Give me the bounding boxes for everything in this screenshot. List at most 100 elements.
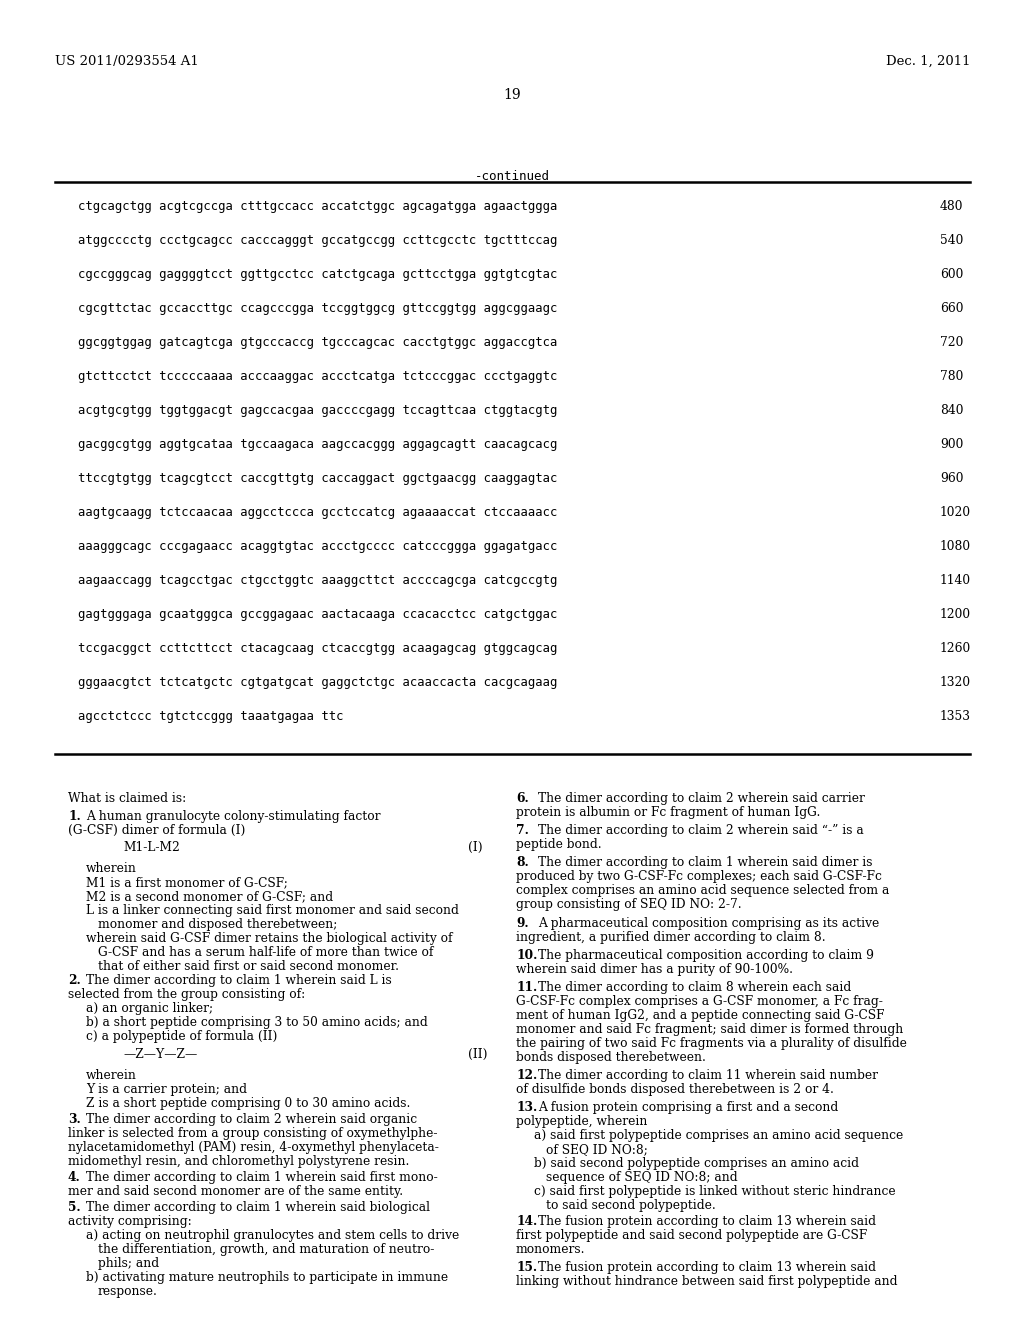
Text: The fusion protein according to claim 13 wherein said: The fusion protein according to claim 13… — [538, 1261, 876, 1274]
Text: 1353: 1353 — [940, 710, 971, 723]
Text: b) activating mature neutrophils to participate in immune: b) activating mature neutrophils to part… — [86, 1271, 449, 1284]
Text: M1-L-M2: M1-L-M2 — [123, 841, 180, 854]
Text: b) a short peptide comprising 3 to 50 amino acids; and: b) a short peptide comprising 3 to 50 am… — [86, 1016, 428, 1030]
Text: the differentiation, growth, and maturation of neutro-: the differentiation, growth, and maturat… — [98, 1243, 434, 1255]
Text: 8.: 8. — [516, 857, 528, 870]
Text: (II): (II) — [468, 1048, 487, 1061]
Text: gggaacgtct tctcatgctc cgtgatgcat gaggctctgc acaaccacta cacgcagaag: gggaacgtct tctcatgctc cgtgatgcat gaggctc… — [78, 676, 557, 689]
Text: What is claimed is:: What is claimed is: — [68, 792, 186, 805]
Text: 540: 540 — [940, 234, 964, 247]
Text: that of either said first or said second monomer.: that of either said first or said second… — [98, 960, 399, 973]
Text: to said second polypeptide.: to said second polypeptide. — [546, 1200, 716, 1212]
Text: c) a polypeptide of formula (II): c) a polypeptide of formula (II) — [86, 1030, 278, 1043]
Text: 2.: 2. — [68, 974, 81, 987]
Text: aagtgcaagg tctccaacaa aggcctccca gcctccatcg agaaaaccat ctccaaaacc: aagtgcaagg tctccaacaa aggcctccca gcctcca… — [78, 506, 557, 519]
Text: atggcccctg ccctgcagcc cacccagggt gccatgccgg ccttcgcctc tgctttccag: atggcccctg ccctgcagcc cacccagggt gccatgc… — [78, 234, 557, 247]
Text: aaagggcagc cccgagaacc acaggtgtac accctgcccc catcccggga ggagatgacc: aaagggcagc cccgagaacc acaggtgtac accctgc… — [78, 540, 557, 553]
Text: monomer and disposed therebetween;: monomer and disposed therebetween; — [98, 917, 337, 931]
Text: 660: 660 — [940, 302, 964, 315]
Text: 840: 840 — [940, 404, 964, 417]
Text: Z is a short peptide comprising 0 to 30 amino acids.: Z is a short peptide comprising 0 to 30 … — [86, 1097, 411, 1110]
Text: midomethyl resin, and chloromethyl polystyrene resin.: midomethyl resin, and chloromethyl polys… — [68, 1155, 410, 1168]
Text: 1080: 1080 — [940, 540, 971, 553]
Text: gtcttcctct tcccccaaaa acccaaggac accctcatga tctcccggac ccctgaggtc: gtcttcctct tcccccaaaa acccaaggac accctca… — [78, 370, 557, 383]
Text: of SEQ ID NO:8;: of SEQ ID NO:8; — [546, 1143, 648, 1156]
Text: 1020: 1020 — [940, 506, 971, 519]
Text: Y is a carrier protein; and: Y is a carrier protein; and — [86, 1084, 247, 1096]
Text: mer and said second monomer are of the same entity.: mer and said second monomer are of the s… — [68, 1185, 403, 1197]
Text: The dimer according to claim 1 wherein said biological: The dimer according to claim 1 wherein s… — [86, 1201, 430, 1214]
Text: G-CSF and has a serum half-life of more than twice of: G-CSF and has a serum half-life of more … — [98, 946, 433, 960]
Text: The fusion protein according to claim 13 wherein said: The fusion protein according to claim 13… — [538, 1214, 876, 1228]
Text: phils; and: phils; and — [98, 1257, 159, 1270]
Text: 12.: 12. — [516, 1069, 538, 1082]
Text: 13.: 13. — [516, 1101, 538, 1114]
Text: ingredient, a purified dimer according to claim 8.: ingredient, a purified dimer according t… — [516, 931, 825, 944]
Text: activity comprising:: activity comprising: — [68, 1214, 191, 1228]
Text: selected from the group consisting of:: selected from the group consisting of: — [68, 987, 305, 1001]
Text: 780: 780 — [940, 370, 964, 383]
Text: 4.: 4. — [68, 1171, 81, 1184]
Text: A fusion protein comprising a first and a second: A fusion protein comprising a first and … — [538, 1101, 839, 1114]
Text: The dimer according to claim 1 wherein said dimer is: The dimer according to claim 1 wherein s… — [538, 857, 872, 870]
Text: wherein: wherein — [86, 862, 137, 875]
Text: 480: 480 — [940, 201, 964, 213]
Text: 1.: 1. — [68, 810, 81, 824]
Text: a) an organic linker;: a) an organic linker; — [86, 1002, 213, 1015]
Text: 10.: 10. — [516, 949, 538, 962]
Text: The dimer according to claim 11 wherein said number: The dimer according to claim 11 wherein … — [538, 1069, 878, 1082]
Text: A pharmaceutical composition comprising as its active: A pharmaceutical composition comprising … — [538, 916, 880, 929]
Text: peptide bond.: peptide bond. — [516, 838, 602, 851]
Text: The dimer according to claim 1 wherein said L is: The dimer according to claim 1 wherein s… — [86, 974, 392, 987]
Text: 1140: 1140 — [940, 574, 971, 587]
Text: gagtgggaga gcaatgggca gccggagaac aactacaaga ccacacctcc catgctggac: gagtgggaga gcaatgggca gccggagaac aactaca… — [78, 609, 557, 620]
Text: US 2011/0293554 A1: US 2011/0293554 A1 — [55, 55, 199, 69]
Text: cgcgttctac gccaccttgc ccagcccgga tccggtggcg gttccggtgg aggcggaagc: cgcgttctac gccaccttgc ccagcccgga tccggtg… — [78, 302, 557, 315]
Text: ggcggtggag gatcagtcga gtgcccaccg tgcccagcac cacctgtggc aggaccgtca: ggcggtggag gatcagtcga gtgcccaccg tgcccag… — [78, 337, 557, 348]
Text: c) said first polypeptide is linked without steric hindrance: c) said first polypeptide is linked with… — [534, 1185, 896, 1199]
Text: (I): (I) — [468, 841, 482, 854]
Text: bonds disposed therebetween.: bonds disposed therebetween. — [516, 1051, 706, 1064]
Text: aagaaccagg tcagcctgac ctgcctggtc aaaggcttct accccagcga catcgccgtg: aagaaccagg tcagcctgac ctgcctggtc aaaggct… — [78, 574, 557, 587]
Text: wherein said dimer has a purity of 90-100%.: wherein said dimer has a purity of 90-10… — [516, 962, 793, 975]
Text: 1200: 1200 — [940, 609, 971, 620]
Text: first polypeptide and said second polypeptide are G-CSF: first polypeptide and said second polype… — [516, 1229, 867, 1242]
Text: linker is selected from a group consisting of oxymethylphe-: linker is selected from a group consisti… — [68, 1126, 437, 1139]
Text: the pairing of two said Fc fragments via a plurality of disulfide: the pairing of two said Fc fragments via… — [516, 1038, 907, 1049]
Text: A human granulocyte colony-stimulating factor: A human granulocyte colony-stimulating f… — [86, 810, 381, 824]
Text: 11.: 11. — [516, 981, 538, 994]
Text: complex comprises an amino acid sequence selected from a: complex comprises an amino acid sequence… — [516, 884, 890, 898]
Text: nylacetamidomethyl (PAM) resin, 4-oxymethyl phenylaceta-: nylacetamidomethyl (PAM) resin, 4-oxymet… — [68, 1140, 439, 1154]
Text: 1260: 1260 — [940, 642, 971, 655]
Text: G-CSF-Fc complex comprises a G-CSF monomer, a Fc frag-: G-CSF-Fc complex comprises a G-CSF monom… — [516, 995, 883, 1008]
Text: a) acting on neutrophil granulocytes and stem cells to drive: a) acting on neutrophil granulocytes and… — [86, 1229, 459, 1242]
Text: 19: 19 — [503, 88, 521, 102]
Text: acgtgcgtgg tggtggacgt gagccacgaa gaccccgagg tccagttcaa ctggtacgtg: acgtgcgtgg tggtggacgt gagccacgaa gaccccg… — [78, 404, 557, 417]
Text: The dimer according to claim 2 wherein said “-” is a: The dimer according to claim 2 wherein s… — [538, 824, 864, 837]
Text: a) said first polypeptide comprises an amino acid sequence: a) said first polypeptide comprises an a… — [534, 1130, 903, 1142]
Text: Dec. 1, 2011: Dec. 1, 2011 — [886, 55, 970, 69]
Text: agcctctccc tgtctccggg taaatgagaa ttc: agcctctccc tgtctccggg taaatgagaa ttc — [78, 710, 343, 723]
Text: ttccgtgtgg tcagcgtcct caccgttgtg caccaggact ggctgaacgg caaggagtac: ttccgtgtgg tcagcgtcct caccgttgtg caccagg… — [78, 473, 557, 484]
Text: The dimer according to claim 1 wherein said first mono-: The dimer according to claim 1 wherein s… — [86, 1171, 437, 1184]
Text: b) said second polypeptide comprises an amino acid: b) said second polypeptide comprises an … — [534, 1158, 859, 1171]
Text: The pharmaceutical composition according to claim 9: The pharmaceutical composition according… — [538, 949, 874, 962]
Text: sequence of SEQ ID NO:8; and: sequence of SEQ ID NO:8; and — [546, 1171, 737, 1184]
Text: The dimer according to claim 2 wherein said carrier: The dimer according to claim 2 wherein s… — [538, 792, 865, 805]
Text: 3.: 3. — [68, 1113, 81, 1126]
Text: monomer and said Fc fragment; said dimer is formed through: monomer and said Fc fragment; said dimer… — [516, 1023, 903, 1036]
Text: wherein: wherein — [86, 1069, 137, 1082]
Text: of disulfide bonds disposed therebetween is 2 or 4.: of disulfide bonds disposed therebetween… — [516, 1084, 834, 1096]
Text: 600: 600 — [940, 268, 964, 281]
Text: polypeptide, wherein: polypeptide, wherein — [516, 1115, 647, 1129]
Text: ctgcagctgg acgtcgccga ctttgccacc accatctggc agcagatgga agaactggga: ctgcagctgg acgtcgccga ctttgccacc accatct… — [78, 201, 557, 213]
Text: The dimer according to claim 2 wherein said organic: The dimer according to claim 2 wherein s… — [86, 1113, 417, 1126]
Text: L is a linker connecting said first monomer and said second: L is a linker connecting said first mono… — [86, 904, 459, 917]
Text: monomers.: monomers. — [516, 1243, 586, 1255]
Text: response.: response. — [98, 1284, 158, 1298]
Text: —Z—Y—Z—: —Z—Y—Z— — [123, 1048, 198, 1061]
Text: ment of human IgG2, and a peptide connecting said G-CSF: ment of human IgG2, and a peptide connec… — [516, 1008, 885, 1022]
Text: cgccgggcag gaggggtcct ggttgcctcc catctgcaga gcttcctgga ggtgtcgtac: cgccgggcag gaggggtcct ggttgcctcc catctgc… — [78, 268, 557, 281]
Text: wherein said G-CSF dimer retains the biological activity of: wherein said G-CSF dimer retains the bio… — [86, 932, 453, 945]
Text: 720: 720 — [940, 337, 964, 348]
